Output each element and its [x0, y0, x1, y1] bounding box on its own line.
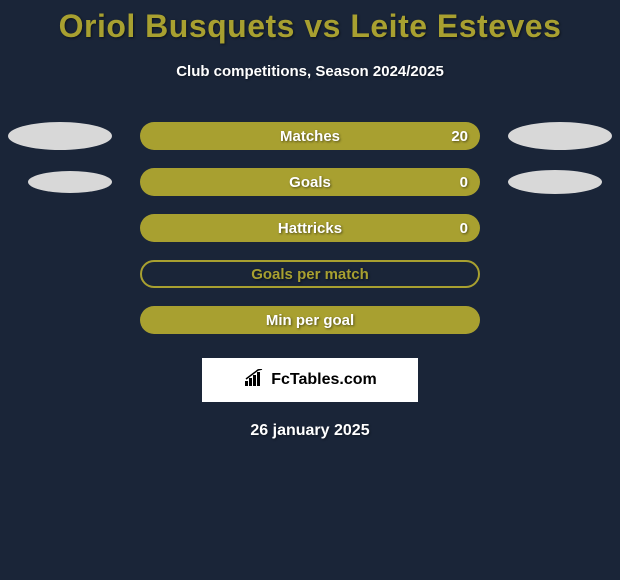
stat-value: 0	[460, 174, 468, 191]
stat-row-hattricks: Hattricks 0	[0, 214, 620, 244]
stat-bar: Hattricks 0	[140, 214, 480, 242]
logo-box[interactable]: FcTables.com	[202, 358, 418, 402]
stat-label: Goals per match	[251, 266, 369, 283]
stat-label: Matches	[280, 128, 340, 145]
stats-area: Matches 20 Goals 0 Hattricks 0 Goals per…	[0, 122, 620, 336]
stat-label: Hattricks	[278, 220, 342, 237]
stat-bar: Min per goal	[140, 306, 480, 334]
player1-ellipse	[28, 171, 112, 193]
player1-ellipse	[8, 122, 112, 150]
stat-label: Min per goal	[266, 312, 354, 329]
stat-bar: Matches 20	[140, 122, 480, 150]
stat-row-goals: Goals 0	[0, 168, 620, 198]
page-title: Oriol Busquets vs Leite Esteves	[0, 8, 620, 45]
stat-row-matches: Matches 20	[0, 122, 620, 152]
comparison-widget: Oriol Busquets vs Leite Esteves Club com…	[0, 0, 620, 440]
logo-text: FcTables.com	[271, 371, 377, 389]
stat-value: 20	[451, 128, 468, 145]
chart-icon	[243, 369, 265, 392]
stat-row-gpm: Goals per match	[0, 260, 620, 290]
stat-value: 0	[460, 220, 468, 237]
player2-ellipse	[508, 122, 612, 150]
stat-row-mpg: Min per goal	[0, 306, 620, 336]
date-label: 26 january 2025	[0, 422, 620, 440]
stat-bar: Goals per match	[140, 260, 480, 288]
subtitle: Club competitions, Season 2024/2025	[0, 63, 620, 80]
stat-label: Goals	[289, 174, 331, 191]
player2-ellipse	[508, 170, 602, 194]
stat-bar: Goals 0	[140, 168, 480, 196]
